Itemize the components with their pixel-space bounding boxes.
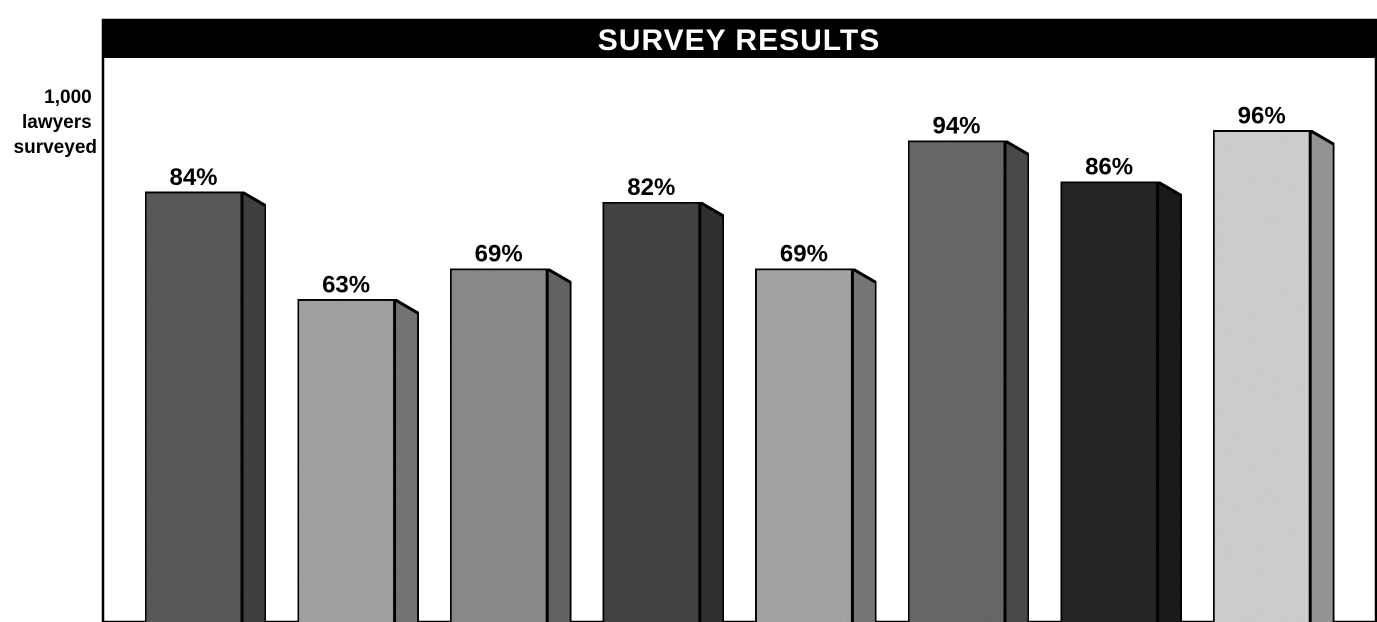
bar-front-face <box>143 190 244 622</box>
bar-value-label: 94% <box>932 113 980 140</box>
bar-front-face <box>906 139 1007 622</box>
bar-4: 82% <box>601 174 726 622</box>
bar-front-face <box>296 297 397 622</box>
bar-side-face <box>1003 139 1031 622</box>
y-axis-label-line-2: lawyers <box>22 112 92 133</box>
chart-frame <box>101 18 1377 622</box>
title-banner <box>103 20 1376 58</box>
bar-value-label: 96% <box>1238 102 1286 129</box>
bar-1: 84% <box>143 164 268 622</box>
bar-front-face <box>753 267 854 622</box>
bar-value-label: 69% <box>780 241 828 268</box>
y-axis-label-line-3: surveyed <box>14 137 97 158</box>
bar-side-face <box>545 267 573 622</box>
chart-title: SURVEY RESULTS <box>598 24 880 57</box>
y-axis-label-line-1: 1,000 <box>44 87 92 108</box>
bar-front-face <box>448 267 549 622</box>
bar-side-face <box>1156 180 1184 622</box>
bar-side-face <box>240 190 268 622</box>
bar-side-face <box>698 200 726 622</box>
bar-value-label: 63% <box>322 271 370 298</box>
bars-group: 84% 63% 69% 82% 69% 94% 86% 96% <box>143 102 1336 622</box>
bar-value-label: 86% <box>1085 154 1133 181</box>
bar-front-face <box>601 200 702 622</box>
bar-front-face <box>1211 128 1312 622</box>
bar-side-face <box>1308 128 1336 622</box>
bar-side-face <box>393 297 421 622</box>
bar-2: 63% <box>296 271 421 622</box>
bar-value-label: 69% <box>475 241 523 268</box>
bar-3: 69% <box>448 241 573 622</box>
bar-front-face <box>1059 180 1160 622</box>
bar-value-label: 82% <box>627 174 675 201</box>
y-axis-label: 1,000 lawyers surveyed <box>14 87 97 158</box>
bar-5: 69% <box>753 241 878 622</box>
bar-6: 94% <box>906 113 1031 622</box>
bar-side-face <box>850 267 878 622</box>
bar-8: 96% <box>1211 102 1336 622</box>
bar-value-label: 84% <box>169 164 217 191</box>
bar-7: 86% <box>1059 154 1184 622</box>
